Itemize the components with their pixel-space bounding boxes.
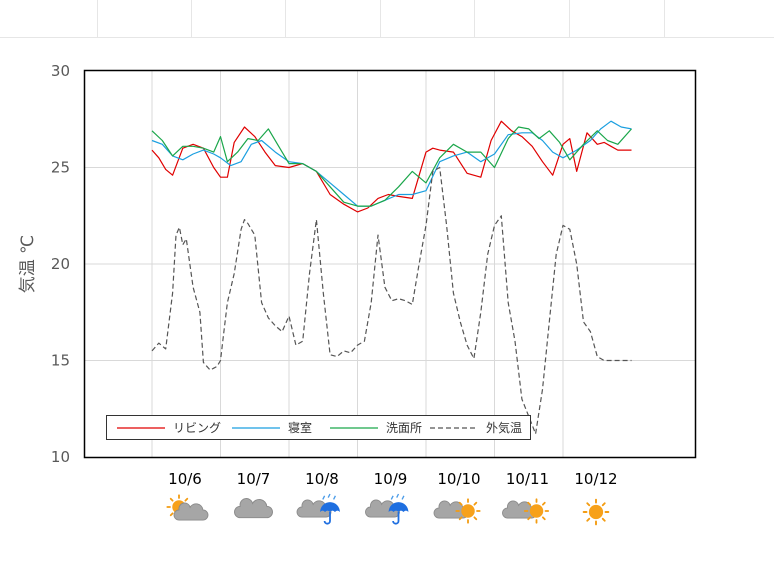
plot-area-border	[83, 69, 697, 459]
legend-label: 外気温	[486, 420, 522, 435]
x-date-label: 10/11	[506, 470, 549, 488]
x-date-label: 10/10	[437, 470, 480, 488]
legend-label: 洗面所	[386, 421, 422, 435]
x-axis-date-labels: 10/6 10/7 10/8 10/9 10/10 10/11 10/12	[168, 470, 617, 488]
legend-label: 寝室	[288, 420, 312, 435]
y-tick-label: 30	[51, 62, 70, 80]
series-line-0	[151, 120, 632, 213]
y-tick-label: 25	[51, 159, 70, 177]
x-date-label: 10/6	[168, 470, 202, 488]
gridlines	[85, 71, 695, 457]
y-axis-label: 気温 ℃	[18, 235, 38, 294]
y-tick-label: 20	[51, 255, 70, 273]
x-date-label: 10/12	[574, 470, 617, 488]
y-tick-label: 10	[51, 448, 70, 466]
series-line-2	[151, 126, 632, 207]
x-date-label: 10/8	[305, 470, 339, 488]
y-tick-label: 15	[51, 352, 70, 370]
legend-box	[106, 415, 531, 440]
sun-icon	[582, 498, 610, 526]
legend: リビング 寝室 洗面所 外気温	[106, 415, 531, 440]
series-line-3	[151, 166, 632, 435]
x-date-label: 10/9	[374, 470, 408, 488]
x-date-label: 10/7	[237, 470, 271, 488]
legend-label: リビング	[173, 421, 221, 435]
header-cells	[0, 0, 774, 38]
y-axis-ticks: 10 15 20 25 30	[51, 62, 70, 466]
series-layer	[151, 120, 632, 435]
